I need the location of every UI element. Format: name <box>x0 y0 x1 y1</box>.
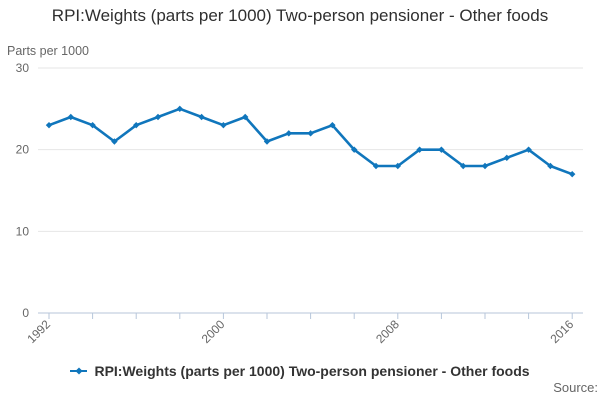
data-point-2015[interactable] <box>547 162 554 170</box>
data-point-2000[interactable] <box>220 121 227 129</box>
legend-series-label: RPI:Weights (parts per 1000) Two-person … <box>94 363 530 379</box>
series-line[interactable] <box>47 107 574 176</box>
data-point-2013[interactable] <box>503 154 510 162</box>
data-point-1993[interactable] <box>67 113 74 121</box>
data-point-2011[interactable] <box>460 162 467 170</box>
legend: RPI:Weights (parts per 1000) Two-person … <box>0 363 600 379</box>
data-point-2009[interactable] <box>416 146 423 153</box>
source-label: Source: <box>553 380 598 395</box>
data-point-2012[interactable] <box>481 162 489 170</box>
x-tick-label: 2000 <box>199 317 228 346</box>
data-point-2010[interactable] <box>438 146 445 153</box>
data-point-1992[interactable] <box>45 121 53 129</box>
data-point-2007[interactable] <box>372 162 380 170</box>
data-point-1995[interactable] <box>111 138 118 145</box>
x-tick-label: 2016 <box>548 317 577 346</box>
data-point-1999[interactable] <box>198 113 205 121</box>
data-point-2006[interactable] <box>351 146 358 153</box>
data-point-2003[interactable] <box>285 130 292 137</box>
chart-title: RPI:Weights (parts per 1000) Two-person … <box>51 6 549 25</box>
data-point-2004[interactable] <box>307 130 314 137</box>
y-tick-label: 10 <box>16 224 30 238</box>
data-point-2001[interactable] <box>242 113 249 121</box>
x-tick-label: 1992 <box>24 317 53 346</box>
x-tick-label: 2008 <box>373 317 402 346</box>
y-tick-label: 20 <box>16 143 30 157</box>
y-tick-label: 30 <box>16 61 30 75</box>
data-point-1997[interactable] <box>154 113 162 121</box>
data-point-2016[interactable] <box>569 170 576 178</box>
data-point-2005[interactable] <box>329 121 336 129</box>
data-point-2014[interactable] <box>525 146 532 153</box>
legend-item[interactable]: RPI:Weights (parts per 1000) Two-person … <box>70 363 530 379</box>
data-point-2008[interactable] <box>394 162 401 170</box>
data-point-1996[interactable] <box>133 121 140 129</box>
data-point-1998[interactable] <box>176 105 183 113</box>
data-point-1994[interactable] <box>89 121 96 129</box>
y-axis-unit-label: Parts per 1000 <box>7 44 89 58</box>
y-tick-label: 0 <box>22 306 29 320</box>
legend-series-marker-icon <box>70 369 88 373</box>
data-point-2002[interactable] <box>263 138 271 145</box>
